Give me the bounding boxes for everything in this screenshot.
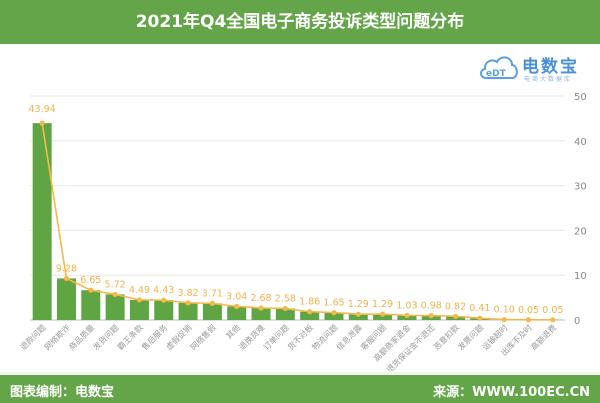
bar <box>129 299 149 320</box>
bar <box>227 306 247 320</box>
line-marker <box>550 317 556 323</box>
line-marker <box>380 311 386 317</box>
logo-brand: 电数宝 <box>522 57 579 77</box>
data-label: 5.72 <box>105 279 126 290</box>
data-label: 2.68 <box>250 293 271 304</box>
data-label: 9.28 <box>56 263 77 274</box>
bar <box>373 314 393 320</box>
bar <box>202 303 222 320</box>
category-label: 其他 <box>224 322 242 340</box>
data-label: 1.65 <box>323 298 344 309</box>
data-label: 1.29 <box>372 299 393 310</box>
bar <box>251 307 271 320</box>
y-tick-label: 0 <box>574 316 580 327</box>
bar <box>32 123 52 320</box>
data-label: 2.58 <box>275 293 296 304</box>
category-label: 信息泄露 <box>334 322 364 352</box>
line-marker <box>331 310 337 316</box>
logo-tagline: 电商大数据库 <box>524 76 573 83</box>
edt-logo: eDT 电数宝 电商大数据库 <box>478 50 596 86</box>
category-label: 退款问题 <box>18 322 48 352</box>
line-marker <box>477 315 483 321</box>
divider <box>0 372 600 374</box>
data-label: 43.94 <box>29 104 56 115</box>
y-tick-label: 20 <box>574 226 587 237</box>
data-label: 0.41 <box>469 303 490 314</box>
data-label: 1.03 <box>396 300 417 311</box>
bar <box>154 300 174 320</box>
line-marker <box>258 305 264 311</box>
line-marker <box>282 305 288 312</box>
line-marker <box>63 275 70 282</box>
bar <box>178 302 198 320</box>
line-marker <box>355 311 361 317</box>
data-label: 0.10 <box>494 305 515 316</box>
svg-text:eDT: eDT <box>486 69 507 79</box>
bar <box>105 294 125 320</box>
data-label: 1.29 <box>348 299 369 310</box>
bar <box>275 308 295 320</box>
category-label: 虚假促销 <box>164 322 194 352</box>
bar <box>56 278 76 320</box>
line-marker <box>88 287 94 293</box>
line-marker <box>525 317 532 323</box>
category-label: 网络欺诈 <box>42 322 72 352</box>
category-label: 霸王条款 <box>115 322 145 352</box>
cloud-logo-icon: eDT <box>480 56 518 79</box>
data-label: 4.49 <box>129 285 150 296</box>
line-marker <box>112 291 118 297</box>
bar <box>324 312 344 320</box>
line-marker <box>161 297 167 303</box>
data-label: 3.71 <box>202 288 223 299</box>
category-label: 发货问题 <box>91 322 121 352</box>
category-label: 恶意扣款 <box>431 322 461 352</box>
category-label: 网络售假 <box>188 322 218 352</box>
category-label: 货不对板 <box>285 322 315 352</box>
data-label: 6.65 <box>80 275 101 286</box>
data-label: 3.82 <box>177 288 198 299</box>
line-marker <box>501 316 507 323</box>
y-tick-label: 10 <box>574 271 587 282</box>
bar <box>348 314 368 320</box>
data-label: 4.43 <box>153 285 174 296</box>
chart-title-bar: 2021年Q4全国电子商务投诉类型问题分布 <box>0 0 600 44</box>
category-label: 商品质量 <box>67 322 97 352</box>
category-label: 发票问题 <box>456 322 486 352</box>
category-label: 物流问题 <box>310 322 340 352</box>
y-tick-label: 30 <box>574 182 587 193</box>
footer-source: 来源：WWW.100EC.CN <box>433 385 590 400</box>
data-label: 1.86 <box>299 297 320 308</box>
y-tick-label: 50 <box>574 92 587 103</box>
y-tick-label: 40 <box>574 137 587 148</box>
line-marker <box>452 313 459 319</box>
category-label: 高额退费 <box>529 322 559 352</box>
line-marker <box>39 120 45 126</box>
bar <box>81 290 101 320</box>
footer-credit: 图表编制：电数宝 <box>10 385 115 400</box>
data-label: 0.05 <box>542 305 563 316</box>
trend-line <box>41 123 553 321</box>
line-marker <box>234 303 240 309</box>
category-label: 售后服务 <box>139 322 169 352</box>
bar-line-chart: 0 10 20 30 40 50 43.94 退款问题 9.28 网络欺诈 6.65 商品质量 5.72… <box>18 92 587 371</box>
line-marker <box>136 297 143 303</box>
chart-title: 2021年Q4全国电子商务投诉类型问题分布 <box>135 12 465 32</box>
footer-bar: 图表编制：电数宝 来源：WWW.100EC.CN <box>0 375 600 403</box>
data-label: 0.98 <box>421 301 442 312</box>
data-label: 0.05 <box>518 305 539 316</box>
bar <box>300 311 320 320</box>
data-label: 0.82 <box>445 301 466 312</box>
line-marker <box>209 300 215 306</box>
data-label: 3.04 <box>226 291 247 302</box>
category-label: 退换货难 <box>237 322 267 352</box>
category-label: 订单问题 <box>261 322 291 352</box>
line-marker <box>185 300 191 306</box>
line-marker <box>404 312 410 318</box>
line-marker <box>428 313 434 319</box>
line-marker <box>307 309 313 315</box>
